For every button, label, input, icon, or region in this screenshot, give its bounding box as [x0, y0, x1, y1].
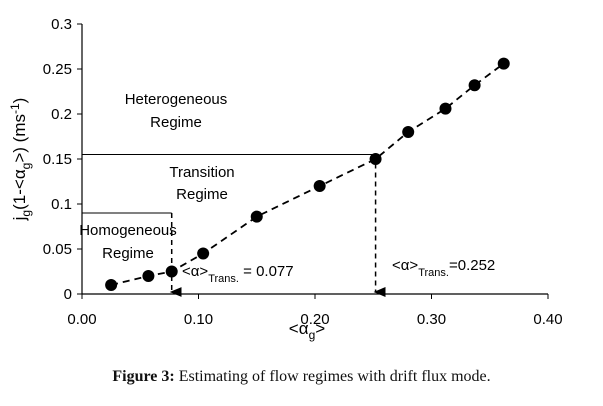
y-axis-title: jg(1-<αg>) (ms-1)	[8, 98, 33, 222]
region-homogeneous-line-2: Regime	[102, 245, 154, 262]
data-point	[439, 102, 452, 115]
region-transition: Transition Regime	[169, 164, 234, 203]
y-tick-label: 0.15	[43, 151, 72, 168]
y-tick-label: 0.1	[51, 196, 72, 213]
transition-label-1: <α>Trans. = 0.077	[182, 263, 294, 285]
data-point	[313, 180, 326, 192]
data-point	[197, 247, 210, 260]
x-tick-label: 0.20	[300, 311, 329, 328]
y-tick-label: 0.25	[43, 61, 72, 78]
region-heterogeneous-line-1: Heterogeneous	[125, 91, 228, 108]
data-point	[250, 210, 263, 223]
data-point	[165, 265, 178, 278]
y-tick-label: 0.05	[43, 241, 72, 258]
region-transition-line-1: Transition	[169, 164, 234, 181]
data-point	[142, 270, 155, 282]
region-homogeneous: Homogeneous Regime	[79, 222, 177, 262]
y-tick-label: 0.2	[51, 106, 72, 123]
x-tick-label: 0.10	[184, 311, 213, 328]
caption-text: Estimating of flow regimes with drift fl…	[174, 368, 491, 385]
region-homogeneous-line-1: Homogeneous	[79, 222, 177, 239]
figure-caption: Figure 3: Estimating of flow regimes wit…	[0, 368, 603, 386]
region-transition-line-2: Regime	[176, 186, 228, 203]
data-points	[105, 57, 510, 291]
data-point	[105, 279, 118, 291]
data-point	[402, 126, 415, 138]
chart: 00.050.10.150.20.250.3 0.00 0.10 0.20 0.30 0…	[8, 16, 563, 342]
caption-label: Figure 3:	[112, 368, 175, 385]
data-point	[468, 79, 481, 92]
region-heterogeneous-line-2: Regime	[150, 114, 202, 131]
x-axis-title: <αg>	[289, 319, 325, 342]
y-tick-label: 0	[64, 286, 72, 303]
y-tick-label: 0.3	[51, 16, 72, 33]
transition-guides	[82, 154, 386, 297]
x-tick-label: 0.30	[417, 311, 446, 328]
x-ticks: 0.00 0.10 0.20 0.30 0.40	[67, 294, 563, 328]
x-tick-label: 0.40	[533, 311, 562, 328]
x-tick-label: 0.00	[67, 311, 96, 328]
transition-label-2: <α>Trans.=0.252	[392, 257, 495, 279]
y-ticks: 0 0.05 0.1 0.15 0.2 0.25 0.3	[43, 16, 82, 303]
data-point	[497, 57, 510, 70]
region-heterogeneous: Heterogeneous Regime	[125, 91, 228, 131]
data-point	[369, 153, 382, 165]
